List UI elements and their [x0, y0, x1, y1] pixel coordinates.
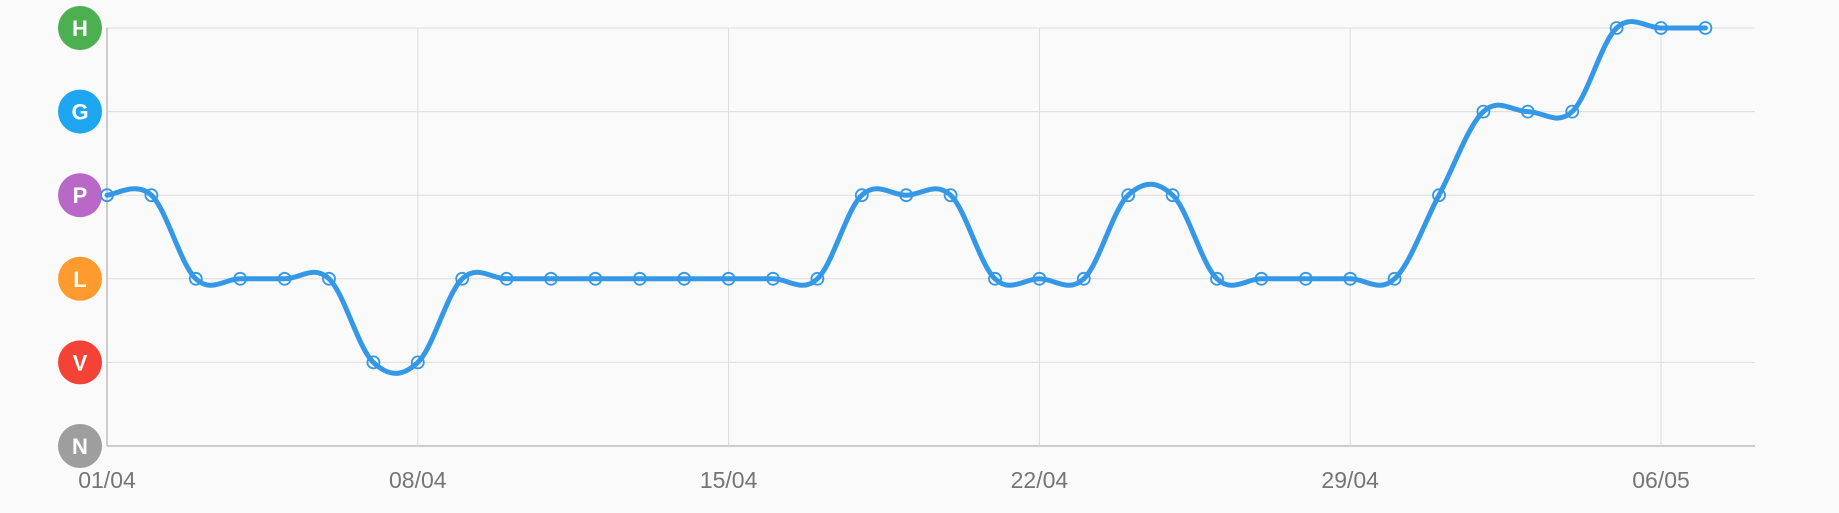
data-point[interactable]	[455, 271, 470, 286]
x-axis: 01/04 08/04 15/04 22/04 29/04 06/05	[78, 467, 1690, 493]
x-tick-label: 15/04	[700, 467, 758, 493]
y-tick-label: P	[73, 183, 88, 208]
data-point[interactable]	[899, 188, 914, 203]
level-badge-L: L	[58, 256, 102, 301]
data-point[interactable]	[188, 271, 203, 286]
level-badge-circle	[58, 89, 102, 134]
y-axis: N V L P G H	[58, 6, 102, 468]
data-point[interactable]	[1210, 271, 1224, 286]
data-point[interactable]	[499, 271, 514, 286]
data-point[interactable]	[766, 271, 780, 286]
data-point[interactable]	[1520, 104, 1535, 119]
data-point[interactable]	[277, 271, 292, 286]
data-point[interactable]	[1432, 188, 1446, 203]
data-point[interactable]	[810, 271, 825, 286]
y-tick-label: H	[72, 16, 88, 41]
data-point[interactable]	[1698, 21, 1713, 35]
data-point[interactable]	[144, 188, 159, 203]
data-point[interactable]	[1121, 188, 1136, 203]
x-tick-label: 01/04	[78, 467, 136, 493]
data-point[interactable]	[1476, 104, 1491, 119]
x-tick-label: 08/04	[389, 467, 447, 493]
level-badge-V: V	[58, 340, 102, 385]
data-point[interactable]	[366, 355, 381, 370]
data-point[interactable]	[1032, 271, 1047, 286]
y-tick-label: V	[73, 350, 88, 375]
data-point[interactable]	[1609, 21, 1624, 35]
data-point[interactable]	[1165, 188, 1180, 203]
y-tick-label: G	[71, 100, 88, 125]
data-point[interactable]	[632, 271, 647, 286]
level-badge-circle	[58, 340, 102, 385]
series-group	[100, 19, 1713, 376]
series-line	[104, 19, 1708, 376]
level-badge-H: H	[58, 6, 102, 50]
data-point[interactable]	[100, 188, 114, 203]
data-point[interactable]	[1565, 104, 1580, 119]
x-tick-label: 29/04	[1321, 467, 1379, 493]
level-badge-circle	[58, 424, 102, 468]
data-point[interactable]	[410, 355, 425, 370]
data-point[interactable]	[1254, 271, 1269, 286]
data-point[interactable]	[1387, 271, 1402, 286]
y-tick-label: L	[73, 267, 86, 292]
x-tick-label: 22/04	[1011, 467, 1069, 493]
data-point[interactable]	[854, 188, 869, 203]
level-badge-circle	[58, 6, 102, 50]
y-tick-label: N	[72, 434, 88, 459]
data-point[interactable]	[1654, 21, 1668, 35]
data-point[interactable]	[721, 271, 736, 286]
data-point[interactable]	[1343, 271, 1358, 286]
level-badge-G: G	[58, 89, 102, 134]
data-point[interactable]	[1298, 271, 1313, 286]
level-badge-P: P	[58, 173, 102, 218]
data-point[interactable]	[988, 271, 1002, 286]
x-tick-label: 06/05	[1632, 467, 1690, 493]
grid	[106, 27, 1755, 447]
data-point[interactable]	[322, 271, 336, 286]
data-point[interactable]	[544, 271, 558, 286]
data-point[interactable]	[233, 271, 248, 286]
data-point[interactable]	[588, 271, 603, 286]
level-badge-circle	[58, 256, 102, 301]
level-badge-N: N	[58, 424, 102, 468]
data-point[interactable]	[1076, 271, 1091, 286]
level-badge-circle	[58, 173, 102, 218]
data-point[interactable]	[677, 271, 692, 286]
data-point[interactable]	[943, 188, 958, 203]
